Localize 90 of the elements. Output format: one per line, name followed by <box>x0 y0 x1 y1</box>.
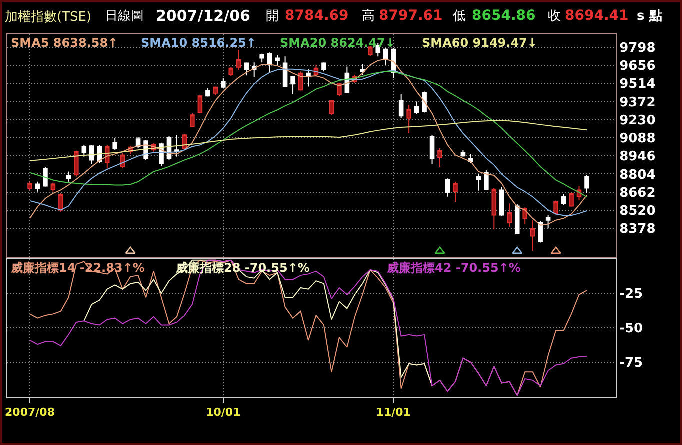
text: s 點 <box>637 9 662 24</box>
x-tick-label: 10/01 <box>206 406 241 420</box>
text: 8797.61 <box>379 8 443 24</box>
y-tick-label: 8804 <box>620 168 656 183</box>
candlestick <box>538 220 543 244</box>
candlestick <box>368 46 373 56</box>
candlestick <box>514 204 520 235</box>
candlestick <box>360 64 366 76</box>
candlestick <box>398 94 404 119</box>
candlestick <box>530 220 536 252</box>
text: 低 <box>453 9 466 24</box>
candlestick <box>507 203 512 228</box>
candlestick <box>329 100 334 116</box>
candlestick <box>453 181 458 202</box>
candlestick <box>28 181 32 191</box>
text: SMA60 9149.47↓ <box>422 36 538 50</box>
y-tick-label: 8946 <box>620 150 656 165</box>
candlestick <box>58 193 64 212</box>
candlestick <box>337 82 342 97</box>
candlestick <box>198 94 203 114</box>
candlestick <box>82 144 87 158</box>
y-tick-label: -50 <box>620 322 644 337</box>
candlestick <box>438 148 442 168</box>
candlestick <box>522 207 528 225</box>
candlestick <box>244 62 250 76</box>
candlestick <box>267 52 272 74</box>
candlestick <box>584 174 590 194</box>
candlestick <box>213 86 218 96</box>
y-tick-label: 8378 <box>620 222 656 238</box>
text: 高 <box>362 8 375 24</box>
candlestick <box>445 178 450 198</box>
candlestick <box>112 138 118 151</box>
candlestick <box>383 48 388 66</box>
y-tick-label: -25 <box>620 287 644 302</box>
y-tick-label: -75 <box>620 356 644 372</box>
text: 2007/12/06 <box>156 7 250 25</box>
text: SMA5 8638.58↑ <box>11 36 118 50</box>
candlestick <box>275 54 280 66</box>
candlestick <box>406 104 412 134</box>
candlestick <box>414 101 420 115</box>
candlestick <box>74 150 79 178</box>
candlestick <box>66 171 72 182</box>
candlestick <box>228 66 234 77</box>
y-tick-label: 9514 <box>620 77 656 92</box>
y-tick-label: 9372 <box>620 95 656 110</box>
candlestick <box>50 182 56 192</box>
x-tick-label: 11/01 <box>376 406 411 420</box>
candlestick <box>500 187 504 217</box>
candlestick <box>236 49 242 71</box>
candlestick <box>35 181 40 192</box>
candlestick <box>484 170 489 191</box>
candlestick <box>561 194 566 206</box>
candlestick <box>430 134 435 165</box>
line-series <box>30 120 588 162</box>
candlestick <box>89 144 94 166</box>
text: 8784.69 <box>285 8 349 24</box>
candlestick <box>306 68 311 88</box>
candlestick <box>260 53 264 64</box>
candlestick <box>290 76 296 95</box>
candlestick <box>174 134 180 158</box>
candlestick <box>476 174 482 192</box>
x-tick-label: 2007/08 <box>5 406 55 420</box>
candlestick <box>422 91 427 114</box>
candlestick <box>460 150 466 158</box>
y-tick-label: 9798 <box>620 40 656 56</box>
candlestick <box>554 200 558 215</box>
y-tick-label: 8520 <box>620 204 656 220</box>
candlestick <box>468 154 474 164</box>
candlestick <box>221 78 226 89</box>
text: 8694.41 <box>565 8 629 24</box>
text: SMA10 8516.25↑ <box>141 36 256 50</box>
y-tick-label: 9230 <box>620 113 656 128</box>
candlestick <box>492 188 497 230</box>
candlestick <box>546 214 551 230</box>
series-label: 威廉指標42 -70.55↑% <box>386 261 521 275</box>
y-tick-label: 9656 <box>620 58 656 74</box>
text: 開 <box>266 9 279 24</box>
candlestick <box>569 192 574 208</box>
candlestick <box>206 88 210 98</box>
candlestick <box>322 62 326 72</box>
chart-title: 加權指數(TSE) <box>5 10 92 26</box>
y-tick-label: 9088 <box>620 132 656 147</box>
candlestick <box>43 166 48 188</box>
candlestick <box>190 112 195 128</box>
text: 收 <box>548 9 561 24</box>
candlestick <box>282 56 288 88</box>
series-label: SMA20 8624.47↓ <box>280 36 396 50</box>
y-tick-label: 8662 <box>620 186 656 201</box>
text: 8654.86 <box>472 8 536 24</box>
chart-subtitle: 日線圖 <box>105 9 144 24</box>
